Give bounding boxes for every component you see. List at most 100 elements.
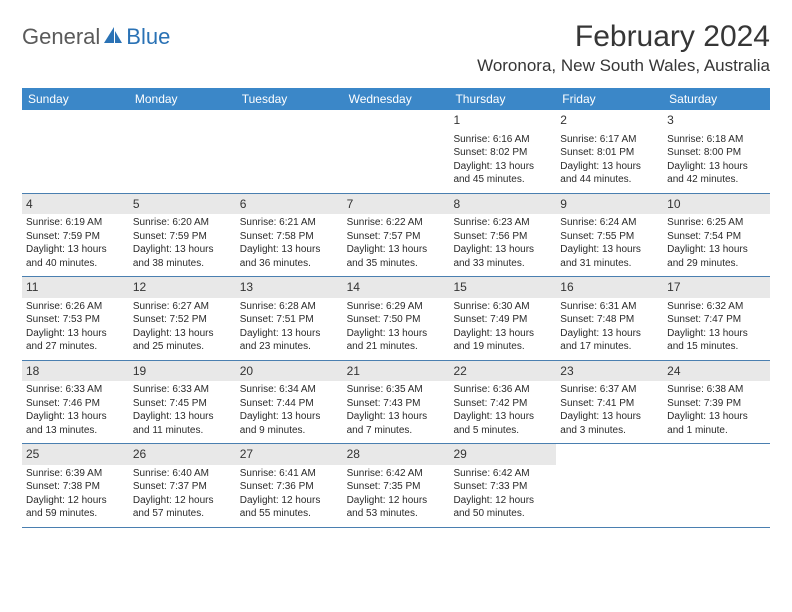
sunset-text: Sunset: 7:58 PM (240, 230, 339, 244)
sunrise-text: Sunrise: 6:22 AM (347, 216, 446, 230)
day-number-row: 1 (449, 110, 556, 131)
logo-text-blue: Blue (126, 24, 170, 50)
calendar-cell: 2Sunrise: 6:17 AMSunset: 8:01 PMDaylight… (556, 110, 663, 193)
sunrise-text: Sunrise: 6:20 AM (133, 216, 232, 230)
day-number: 7 (347, 197, 354, 211)
sunset-text: Sunset: 8:01 PM (560, 146, 659, 160)
calendar-cell: 10Sunrise: 6:25 AMSunset: 7:54 PMDayligh… (663, 194, 770, 277)
day-number-row: 4 (22, 194, 129, 215)
calendar-cell: 24Sunrise: 6:38 AMSunset: 7:39 PMDayligh… (663, 361, 770, 444)
sunrise-text: Sunrise: 6:40 AM (133, 467, 232, 481)
calendar-cell: 17Sunrise: 6:32 AMSunset: 7:47 PMDayligh… (663, 277, 770, 360)
day-number-row: 22 (449, 361, 556, 382)
day-number: 5 (133, 197, 140, 211)
day-number-row: 28 (343, 444, 450, 465)
day-header: Tuesday (236, 88, 343, 110)
day-number: 13 (240, 280, 253, 294)
day-number-row: 5 (129, 194, 236, 215)
calendar-cell-blank (129, 110, 236, 193)
day-number: 24 (667, 364, 680, 378)
calendar-week: 11Sunrise: 6:26 AMSunset: 7:53 PMDayligh… (22, 277, 770, 361)
sunrise-text: Sunrise: 6:28 AM (240, 300, 339, 314)
daylight-text: Daylight: 12 hours and 50 minutes. (453, 494, 552, 521)
calendar-cell: 4Sunrise: 6:19 AMSunset: 7:59 PMDaylight… (22, 194, 129, 277)
sunrise-text: Sunrise: 6:29 AM (347, 300, 446, 314)
sunrise-text: Sunrise: 6:17 AM (560, 133, 659, 147)
calendar-cell: 20Sunrise: 6:34 AMSunset: 7:44 PMDayligh… (236, 361, 343, 444)
day-header: Wednesday (343, 88, 450, 110)
day-number: 1 (453, 113, 460, 127)
calendar-cell: 8Sunrise: 6:23 AMSunset: 7:56 PMDaylight… (449, 194, 556, 277)
calendar-cell-blank (236, 110, 343, 193)
daylight-text: Daylight: 13 hours and 5 minutes. (453, 410, 552, 437)
sunrise-text: Sunrise: 6:21 AM (240, 216, 339, 230)
sunrise-text: Sunrise: 6:25 AM (667, 216, 766, 230)
calendar-cell-blank (556, 444, 663, 527)
day-number: 25 (26, 447, 39, 461)
sunset-text: Sunset: 7:59 PM (26, 230, 125, 244)
day-number: 15 (453, 280, 466, 294)
sunset-text: Sunset: 7:53 PM (26, 313, 125, 327)
sunset-text: Sunset: 7:49 PM (453, 313, 552, 327)
daylight-text: Daylight: 13 hours and 25 minutes. (133, 327, 232, 354)
calendar-cell: 29Sunrise: 6:42 AMSunset: 7:33 PMDayligh… (449, 444, 556, 527)
daylight-text: Daylight: 13 hours and 1 minute. (667, 410, 766, 437)
daylight-text: Daylight: 13 hours and 9 minutes. (240, 410, 339, 437)
daylight-text: Daylight: 13 hours and 17 minutes. (560, 327, 659, 354)
sunset-text: Sunset: 7:37 PM (133, 480, 232, 494)
calendar-cell: 14Sunrise: 6:29 AMSunset: 7:50 PMDayligh… (343, 277, 450, 360)
header: General Blue February 2024 Woronora, New… (22, 20, 770, 76)
sunset-text: Sunset: 7:47 PM (667, 313, 766, 327)
day-number-row: 7 (343, 194, 450, 215)
sunrise-text: Sunrise: 6:23 AM (453, 216, 552, 230)
calendar-cell: 11Sunrise: 6:26 AMSunset: 7:53 PMDayligh… (22, 277, 129, 360)
calendar-cell-blank (663, 444, 770, 527)
daylight-text: Daylight: 13 hours and 15 minutes. (667, 327, 766, 354)
day-number-row: 14 (343, 277, 450, 298)
sunset-text: Sunset: 8:00 PM (667, 146, 766, 160)
sunset-text: Sunset: 7:41 PM (560, 397, 659, 411)
day-number: 3 (667, 113, 674, 127)
daylight-text: Daylight: 13 hours and 13 minutes. (26, 410, 125, 437)
title-block: February 2024 Woronora, New South Wales,… (477, 20, 770, 76)
sunset-text: Sunset: 7:54 PM (667, 230, 766, 244)
day-number: 20 (240, 364, 253, 378)
daylight-text: Daylight: 13 hours and 21 minutes. (347, 327, 446, 354)
calendar-cell: 19Sunrise: 6:33 AMSunset: 7:45 PMDayligh… (129, 361, 236, 444)
calendar-cell: 9Sunrise: 6:24 AMSunset: 7:55 PMDaylight… (556, 194, 663, 277)
sunrise-text: Sunrise: 6:24 AM (560, 216, 659, 230)
sunrise-text: Sunrise: 6:34 AM (240, 383, 339, 397)
sunrise-text: Sunrise: 6:18 AM (667, 133, 766, 147)
calendar-cell: 5Sunrise: 6:20 AMSunset: 7:59 PMDaylight… (129, 194, 236, 277)
day-number: 26 (133, 447, 146, 461)
day-header: Saturday (663, 88, 770, 110)
daylight-text: Daylight: 13 hours and 45 minutes. (453, 160, 552, 187)
day-number: 12 (133, 280, 146, 294)
day-number-row: 27 (236, 444, 343, 465)
day-number: 19 (133, 364, 146, 378)
calendar-cell: 22Sunrise: 6:36 AMSunset: 7:42 PMDayligh… (449, 361, 556, 444)
sunset-text: Sunset: 7:52 PM (133, 313, 232, 327)
sunrise-text: Sunrise: 6:39 AM (26, 467, 125, 481)
day-headers: SundayMondayTuesdayWednesdayThursdayFrid… (22, 88, 770, 110)
day-header: Thursday (449, 88, 556, 110)
day-number-row: 21 (343, 361, 450, 382)
daylight-text: Daylight: 12 hours and 53 minutes. (347, 494, 446, 521)
location: Woronora, New South Wales, Australia (477, 56, 770, 76)
day-number-row: 13 (236, 277, 343, 298)
day-number: 4 (26, 197, 33, 211)
calendar-cell: 21Sunrise: 6:35 AMSunset: 7:43 PMDayligh… (343, 361, 450, 444)
daylight-text: Daylight: 13 hours and 33 minutes. (453, 243, 552, 270)
sunrise-text: Sunrise: 6:33 AM (26, 383, 125, 397)
sunset-text: Sunset: 7:57 PM (347, 230, 446, 244)
day-number-row: 18 (22, 361, 129, 382)
daylight-text: Daylight: 13 hours and 35 minutes. (347, 243, 446, 270)
daylight-text: Daylight: 13 hours and 23 minutes. (240, 327, 339, 354)
calendar-cell: 15Sunrise: 6:30 AMSunset: 7:49 PMDayligh… (449, 277, 556, 360)
sunrise-text: Sunrise: 6:42 AM (453, 467, 552, 481)
calendar-cell: 16Sunrise: 6:31 AMSunset: 7:48 PMDayligh… (556, 277, 663, 360)
sunset-text: Sunset: 7:39 PM (667, 397, 766, 411)
sunset-text: Sunset: 7:46 PM (26, 397, 125, 411)
day-number: 23 (560, 364, 573, 378)
month-title: February 2024 (477, 20, 770, 54)
